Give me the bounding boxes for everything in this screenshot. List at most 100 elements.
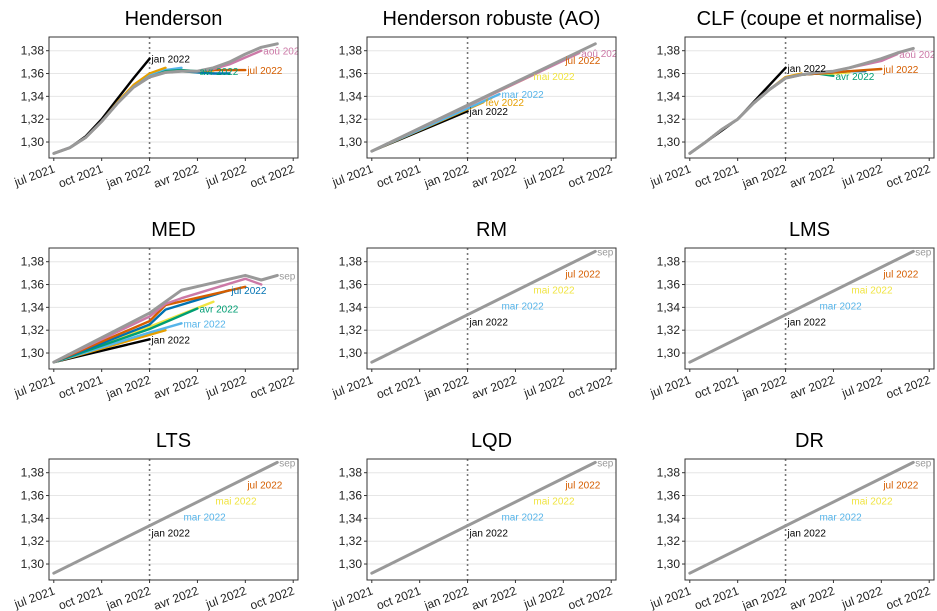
label-group: sep 2022 jan 2022 mar 2022 mai 2022 jul 2022 bbox=[151, 459, 298, 539]
series-label-mai: mai 2022 bbox=[533, 72, 575, 83]
series-label-avr: avr 2022 bbox=[835, 72, 874, 83]
y-tick-label: 1,30 bbox=[21, 557, 45, 571]
series-line-sep bbox=[688, 249, 915, 364]
x-tick-label: jul 2022 bbox=[839, 162, 885, 190]
x-tick-label: jan 2022 bbox=[740, 162, 789, 191]
x-tick-label: jan 2022 bbox=[422, 162, 471, 191]
panel-henderson-robuste-ao: Henderson robuste (AO) 1,30 1,32 1,34 1,36 1,… bbox=[330, 8, 623, 191]
series-line-sep bbox=[370, 249, 597, 364]
y-tick-label: 1,32 bbox=[657, 534, 681, 548]
y-tick-label: 1,32 bbox=[21, 534, 45, 548]
x-tick-label: jul 2021 bbox=[12, 162, 58, 190]
x-tick-label: avr 2022 bbox=[470, 584, 519, 611]
x-tick-label: jul 2022 bbox=[203, 162, 249, 190]
y-tick-label: 1,32 bbox=[339, 323, 363, 337]
series-label-fev: fév 2022 bbox=[486, 98, 525, 109]
y-tick-label: 1,30 bbox=[339, 557, 363, 571]
series-label-aou: aoû 2022 bbox=[899, 50, 937, 61]
annotation-label-jul: jul 2022 bbox=[564, 480, 600, 491]
series-label-avr: avr 2022 bbox=[199, 305, 238, 316]
x-tick-label: oct 2021 bbox=[375, 162, 423, 191]
x-tick-label: avr 2022 bbox=[470, 162, 519, 191]
y-tick-label: 1,38 bbox=[657, 44, 681, 58]
x-tick-label: jul 2021 bbox=[330, 584, 376, 611]
x-tick-label: oct 2021 bbox=[375, 373, 423, 402]
x-tick-label: jan 2022 bbox=[104, 373, 153, 402]
y-tick-label: 1,36 bbox=[657, 278, 681, 292]
x-tick-label: jan 2022 bbox=[104, 162, 153, 191]
series-group bbox=[370, 42, 597, 153]
y-tick-label: 1,36 bbox=[21, 278, 45, 292]
x-tick-label: oct 2022 bbox=[884, 373, 932, 402]
x-tick-label: jan 2022 bbox=[422, 584, 471, 611]
x-tick-label: jul 2021 bbox=[648, 373, 694, 401]
panel-title: CLF (coupe et normalise) bbox=[697, 8, 923, 30]
annotation-label-jul: jul 2022 bbox=[246, 480, 282, 491]
series-label-jan: jan 2022 bbox=[151, 335, 191, 346]
panel-title: DR bbox=[795, 430, 824, 452]
series-line-sep bbox=[688, 46, 915, 155]
x-tick-label: jul 2022 bbox=[521, 162, 567, 190]
x-tick-label: avr 2022 bbox=[788, 584, 837, 611]
y-tick-label: 1,36 bbox=[657, 489, 681, 503]
series-line-jan bbox=[688, 66, 787, 155]
y-tick-label: 1,30 bbox=[657, 557, 681, 571]
y-tick-label: 1,36 bbox=[339, 278, 363, 292]
panel-title: LQD bbox=[471, 430, 512, 452]
series-label-sep: sep 2022 bbox=[597, 458, 639, 469]
y-tick-label: 1,36 bbox=[21, 67, 45, 81]
x-tick-label: jul 2021 bbox=[648, 584, 694, 611]
panel-frame bbox=[366, 36, 617, 159]
annotation-label-mar: mar 2022 bbox=[501, 512, 544, 523]
x-tick-label: jul 2021 bbox=[12, 584, 58, 611]
x-tick-label: jul 2022 bbox=[203, 373, 249, 401]
panel-frame bbox=[48, 36, 299, 159]
series-label-aou: aoû 2022 bbox=[263, 47, 305, 58]
panel-title: Henderson bbox=[125, 8, 223, 30]
series-label-jan: jan 2022 bbox=[151, 55, 191, 66]
label-group: sep 2022 jan 2022 mar 2022 mai 2022 jul 2022 bbox=[469, 247, 639, 328]
x-tick-label: oct 2021 bbox=[693, 162, 741, 191]
y-tick-label: 1,38 bbox=[339, 466, 363, 480]
y-tick-label: 1,34 bbox=[657, 89, 681, 103]
y-tick-label: 1,32 bbox=[657, 112, 681, 126]
series-line-sep bbox=[370, 42, 597, 153]
annotation-label-mai: mai 2022 bbox=[851, 285, 893, 296]
series-group bbox=[52, 273, 279, 364]
series-label-sep: sep 2022 bbox=[915, 458, 937, 469]
x-tick-label: avr 2022 bbox=[788, 373, 837, 402]
x-tick-label: jan 2022 bbox=[740, 373, 789, 402]
annotation-label-jul: jul 2022 bbox=[882, 269, 918, 280]
series-label-mar: mar 2022 bbox=[501, 90, 544, 101]
label-group: jan 2022 avr 2022 jul 2022 aoû 2022 bbox=[151, 47, 305, 79]
series-line-sep bbox=[52, 460, 279, 575]
series-group bbox=[370, 249, 597, 364]
panel-title: LMS bbox=[789, 219, 830, 241]
y-tick-label: 1,38 bbox=[657, 255, 681, 269]
label-group: jan 2022 mar 2022 avr 2022 jui 2022 sep 2022 bbox=[151, 271, 298, 346]
y-tick-label: 1,32 bbox=[21, 112, 45, 126]
y-tick-label: 1,38 bbox=[21, 255, 45, 269]
x-tick-label: jul 2021 bbox=[330, 373, 376, 401]
x-tick-label: jul 2021 bbox=[330, 162, 376, 190]
y-tick-label: 1,30 bbox=[657, 135, 681, 149]
x-tick-label: oct 2022 bbox=[566, 584, 614, 611]
x-tick-label: avr 2022 bbox=[152, 584, 201, 611]
y-tick-label: 1,30 bbox=[21, 346, 45, 360]
series-label-aou: aoû 2022 bbox=[581, 49, 623, 60]
y-tick-label: 1,30 bbox=[339, 346, 363, 360]
annotation-label-jan: jan 2022 bbox=[151, 528, 191, 539]
annotation-label-jan: jan 2022 bbox=[469, 317, 509, 328]
y-tick-label: 1,32 bbox=[339, 112, 363, 126]
x-tick-label: oct 2022 bbox=[566, 373, 614, 402]
series-group bbox=[370, 460, 597, 575]
panel-clf-coupe-et-normalise: CLF (coupe et normalise) 1,30 1,32 1,34 1,36… bbox=[648, 8, 937, 191]
series-label-sep: sep 2022 bbox=[597, 247, 639, 258]
y-tick-label: 1,38 bbox=[657, 466, 681, 480]
x-tick-label: jul 2021 bbox=[648, 162, 694, 190]
